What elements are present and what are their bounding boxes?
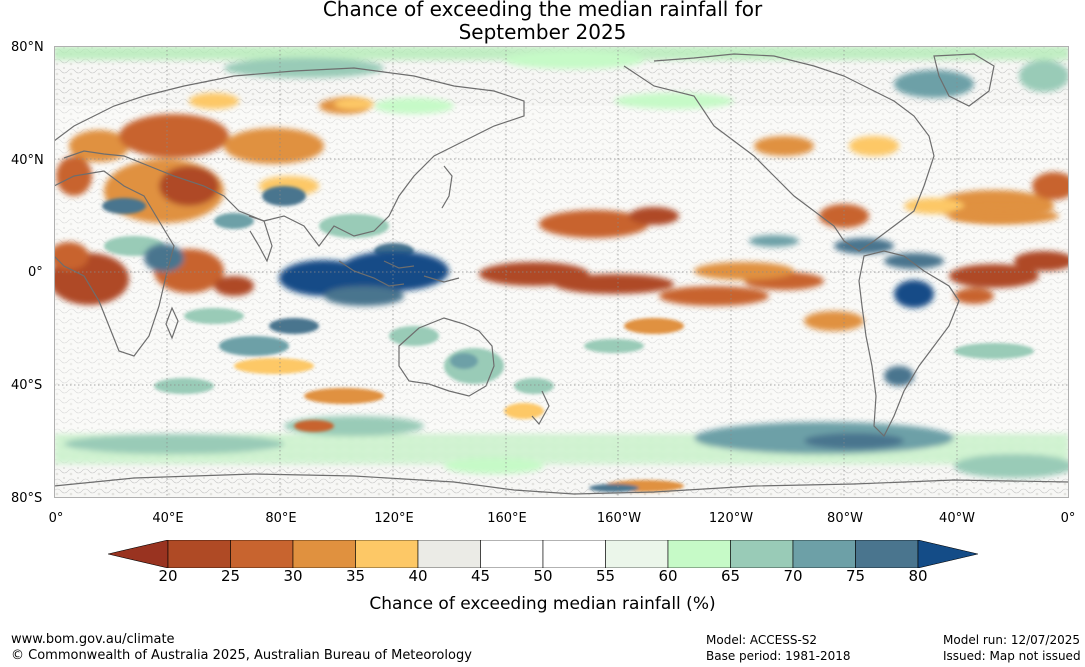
- colorbar-bin: [292, 540, 356, 568]
- colorbar-tick-label: 30: [283, 567, 303, 585]
- colorbar: [108, 540, 978, 568]
- colorbar-bin: [230, 540, 294, 568]
- lon-label-120e: 120°E: [374, 511, 414, 526]
- lon-label-40w: 40°W: [939, 511, 975, 526]
- colorbar-tick-label: 20: [158, 567, 178, 585]
- lat-label-40n: 40°N: [11, 153, 44, 168]
- lat-label-40s: 40°S: [11, 378, 43, 393]
- map-canvas: [54, 46, 1069, 498]
- lon-label-40e: 40°E: [152, 511, 184, 526]
- colorbar-tick-label: 25: [220, 567, 241, 585]
- colorbar-bin: [355, 540, 419, 568]
- model-text: Model: ACCESS-S2: [706, 633, 818, 647]
- colorbar-bin: [855, 540, 919, 568]
- lon-label-160w: 160°W: [596, 511, 642, 526]
- colorbar-bin: [792, 540, 856, 568]
- colorbar-high-extend: [917, 540, 978, 568]
- colorbar-bin: [417, 540, 481, 568]
- lon-label-0: 0°: [48, 511, 64, 526]
- copyright-text: © Commonwealth of Australia 2025, Austra…: [11, 648, 472, 663]
- colorbar-bin: [667, 540, 731, 568]
- colorbar-tick-label: 75: [845, 567, 866, 585]
- rainfall-map: [54, 46, 1069, 498]
- equatorial-anomalies: [54, 204, 1069, 386]
- colorbar-low-extend: [108, 540, 169, 568]
- lon-label-80w: 80°W: [827, 511, 863, 526]
- issued-text: Issued: Map not issued: [943, 649, 1081, 663]
- colorbar-bin: [542, 540, 606, 568]
- website-text: www.bom.gov.au/climate: [11, 632, 175, 647]
- base-period-text: Base period: 1981-2018: [706, 649, 851, 663]
- southern-hemisphere-patches: [154, 308, 1034, 492]
- colorbar-tick-label: 60: [658, 567, 678, 585]
- colorbar-bin: [480, 540, 544, 568]
- coastlines: [54, 53, 1069, 495]
- colorbar-bin: [167, 540, 231, 568]
- lon-label-120w: 120°W: [708, 511, 754, 526]
- colorbar-bin: [730, 540, 794, 568]
- model-run-text: Model run: 12/07/2025: [943, 633, 1081, 647]
- title-line-1: Chance of exceeding the median rainfall …: [322, 0, 763, 21]
- map-frame: [54, 46, 1069, 498]
- colorbar-tick-label: 50: [533, 567, 553, 585]
- lon-label-0-east: 0°: [1060, 511, 1076, 526]
- colorbar-tick-label: 55: [595, 567, 616, 585]
- lon-label-160e: 160°E: [487, 511, 527, 526]
- colorbar-tick-label: 80: [908, 567, 928, 585]
- colorbar-tick-label: 70: [783, 567, 803, 585]
- lon-label-80e: 80°E: [265, 511, 297, 526]
- colorbar-tick-label: 45: [470, 567, 491, 585]
- arctic-wet-band: [54, 46, 1069, 114]
- lat-label-0: 0°: [28, 265, 43, 280]
- colorbar-label: Chance of exceeding median rainfall (%): [369, 594, 716, 614]
- colorbar-tick-label: 35: [345, 567, 366, 585]
- title-line-2: September 2025: [458, 20, 627, 44]
- colorbar-bin: [605, 540, 669, 568]
- colorbar-tick-label: 65: [720, 567, 741, 585]
- graticule: [54, 46, 1069, 498]
- colorbar-tick-label: 40: [408, 567, 428, 585]
- map-title: Chance of exceeding the median rainfall …: [0, 0, 1085, 44]
- lat-label-80s: 80°S: [11, 491, 43, 506]
- lat-label-80n: 80°N: [11, 40, 44, 55]
